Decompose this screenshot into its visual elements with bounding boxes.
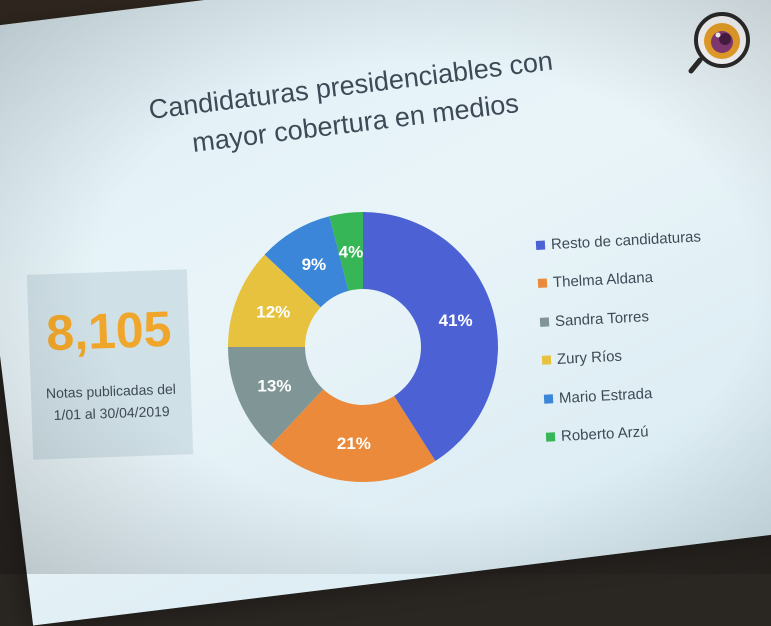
legend-label-0: Resto de candidaturas: [550, 228, 702, 253]
legend-swatch-1: [537, 278, 548, 289]
legend-swatch-2: [539, 317, 550, 327]
legend-label-2: Sandra Torres: [554, 307, 650, 330]
legend-label-3: Zury Ríos: [556, 347, 623, 369]
chart-legend: Resto de candidaturas Thelma Aldana Sandra…: [535, 214, 771, 457]
donut-slice-2: [228, 347, 324, 446]
donut-slice-4: [264, 216, 349, 308]
legend-label-4: Mario Estrada: [558, 384, 653, 407]
donut-chart: 41% 21% 13% 12% 9% 4%: [228, 212, 499, 482]
donut-slice-5: [329, 212, 363, 291]
legend-swatch-0: [535, 240, 546, 250]
donut-slice-0: [363, 212, 499, 461]
slice-label-2: 13%: [257, 376, 291, 395]
slice-label-0: 41%: [439, 311, 473, 330]
legend-swatch-3: [541, 355, 552, 366]
legend-swatch-4: [543, 394, 554, 404]
legend-label-1: Thelma Aldana: [552, 269, 654, 292]
eye-magnifier-icon: [688, 12, 750, 74]
slice-label-5: 4%: [339, 242, 364, 261]
legend-label-5: Roberto Arzú: [560, 423, 649, 446]
donut-slice-1: [270, 389, 436, 482]
slice-label-4: 9%: [302, 255, 327, 274]
legend-swatch-5: [545, 432, 556, 442]
donut-slice-3: [228, 254, 321, 347]
slice-label-1: 21%: [337, 434, 371, 453]
slice-label-3: 12%: [256, 302, 290, 321]
